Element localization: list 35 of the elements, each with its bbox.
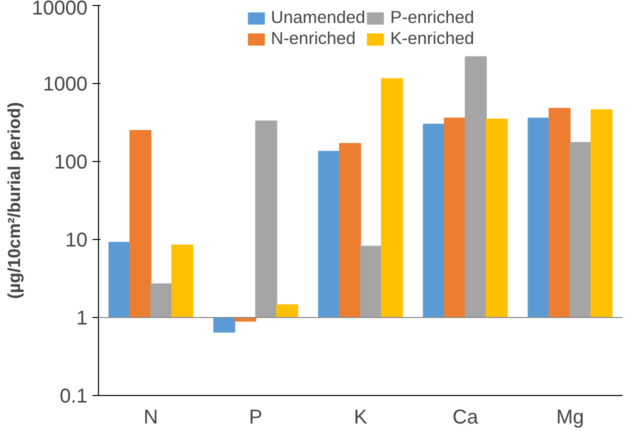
bar — [129, 130, 152, 318]
bar — [108, 242, 130, 318]
x-tick-label: P — [249, 406, 262, 428]
bar — [548, 108, 571, 318]
bar — [590, 109, 613, 318]
bar — [171, 244, 194, 318]
legend-label: N-enriched — [270, 28, 356, 49]
bar — [318, 150, 340, 318]
y-tick-label: 10000 — [32, 0, 88, 20]
bar — [422, 124, 445, 318]
y-tick-label: 1 — [76, 308, 88, 330]
legend-label: K-enriched — [390, 28, 474, 49]
bar — [276, 304, 298, 318]
y-tick-label: 100 — [54, 152, 88, 174]
bar — [339, 143, 361, 318]
bar — [360, 246, 382, 318]
x-tick-label: K — [354, 406, 368, 428]
x-tick-label: Mg — [556, 406, 584, 428]
y-tick-label: 10 — [65, 230, 88, 252]
x-tick-label: Ca — [452, 406, 479, 428]
bar — [444, 118, 466, 318]
bar — [150, 283, 172, 318]
bar — [255, 120, 278, 318]
legend-label: P-enriched — [390, 7, 474, 28]
bar — [528, 118, 550, 318]
bar — [570, 142, 592, 318]
legend-label: Unamended — [270, 7, 366, 28]
y-tick-label: 1000 — [43, 74, 88, 96]
y-axis-title: (µg/10cm²/burial period) — [4, 102, 24, 299]
bar — [486, 118, 508, 318]
bar — [464, 56, 487, 318]
x-tick-label: N — [144, 406, 158, 428]
bar — [380, 78, 403, 318]
y-tick-label: 0.1 — [60, 386, 88, 408]
bar — [213, 317, 236, 333]
